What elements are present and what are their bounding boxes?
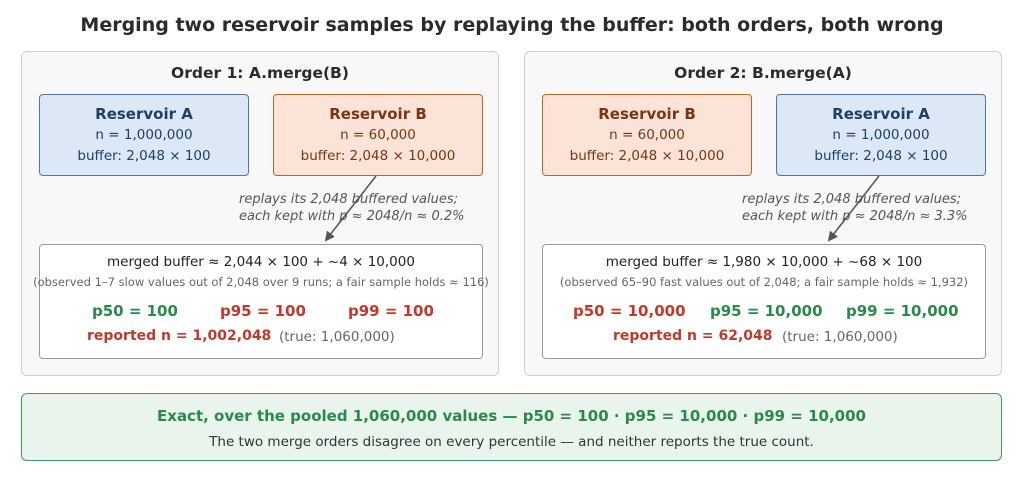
true-count: (true: 1,060,000) [782, 329, 898, 345]
p50-result: p50 = 10,000 [573, 302, 686, 320]
reservoir-count: n = 60,000 [609, 127, 685, 143]
reservoir-b-box: Reservoir B n = 60,000 buffer: 2,048 × 1… [273, 94, 483, 176]
reservoir-buffer: buffer: 2,048 × 10,000 [569, 148, 725, 164]
p99-result: p99 = 100 [348, 302, 434, 320]
panel-order-1: Order 1: A.merge(B) Reservoir A n = 1,00… [21, 51, 499, 376]
reservoir-buffer: buffer: 2,048 × 100 [77, 148, 211, 164]
observed-note: (observed 1–7 slow values out of 2,048 o… [33, 275, 489, 289]
reservoir-buffer: buffer: 2,048 × 100 [814, 148, 948, 164]
p95-result: p95 = 100 [220, 302, 306, 320]
observed-note: (observed 65–90 fast values out of 2,048… [559, 275, 969, 289]
reported-count: reported n = 1,002,048 [87, 328, 272, 344]
merged-buffer-formula: merged buffer ≈ 1,980 × 10,000 + ~68 × 1… [605, 254, 923, 270]
reservoir-name: Reservoir B [598, 105, 696, 123]
panel-order-2: Order 2: B.merge(A) Reservoir B n = 60,0… [524, 51, 1002, 376]
replay-note-line: each kept with p ≈ 2048/n ≈ 0.2% [239, 209, 465, 224]
p50-result: p50 = 100 [92, 302, 178, 320]
replay-note: replays its 2,048 buffered values; each … [742, 191, 968, 225]
reservoir-count: n = 1,000,000 [832, 127, 930, 143]
reservoir-name: Reservoir A [95, 105, 193, 123]
replay-note: replays its 2,048 buffered values; each … [239, 191, 465, 225]
reservoir-buffer: buffer: 2,048 × 10,000 [300, 148, 456, 164]
reservoir-a-box: Reservoir A n = 1,000,000 buffer: 2,048 … [39, 94, 249, 176]
merged-buffer-box: merged buffer ≈ 1,980 × 10,000 + ~68 × 1… [542, 244, 986, 359]
reservoir-a-box: Reservoir A n = 1,000,000 buffer: 2,048 … [776, 94, 986, 176]
summary-note: The two merge orders disagree on every p… [209, 434, 814, 450]
exact-percentiles: Exact, over the pooled 1,060,000 values … [157, 407, 866, 425]
replay-note-line: replays its 2,048 buffered values; [742, 192, 961, 207]
exact-summary-box: Exact, over the pooled 1,060,000 values … [21, 393, 1002, 461]
replay-note-line: each kept with p ≈ 2048/n ≈ 3.3% [742, 209, 968, 224]
reservoir-name: Reservoir B [329, 105, 427, 123]
replay-note-line: replays its 2,048 buffered values; [239, 192, 458, 207]
replay-arrow [827, 175, 880, 242]
replay-arrow [324, 175, 377, 242]
reservoir-count: n = 60,000 [340, 127, 416, 143]
reported-count: reported n = 62,048 [613, 328, 773, 344]
merged-buffer-formula: merged buffer ≈ 2,044 × 100 + ~4 × 10,00… [107, 254, 415, 270]
reservoir-count: n = 1,000,000 [95, 127, 193, 143]
p99-result: p99 = 10,000 [846, 302, 959, 320]
diagram-title: Merging two reservoir samples by replayi… [80, 14, 944, 36]
p95-result: p95 = 10,000 [710, 302, 823, 320]
merged-buffer-box: merged buffer ≈ 2,044 × 100 + ~4 × 10,00… [33, 244, 489, 359]
panel-title: Order 1: A.merge(B) [171, 64, 349, 82]
true-count: (true: 1,060,000) [279, 329, 395, 345]
panel-title: Order 2: B.merge(A) [674, 64, 852, 82]
reservoir-b-box: Reservoir B n = 60,000 buffer: 2,048 × 1… [542, 94, 752, 176]
reservoir-name: Reservoir A [832, 105, 930, 123]
